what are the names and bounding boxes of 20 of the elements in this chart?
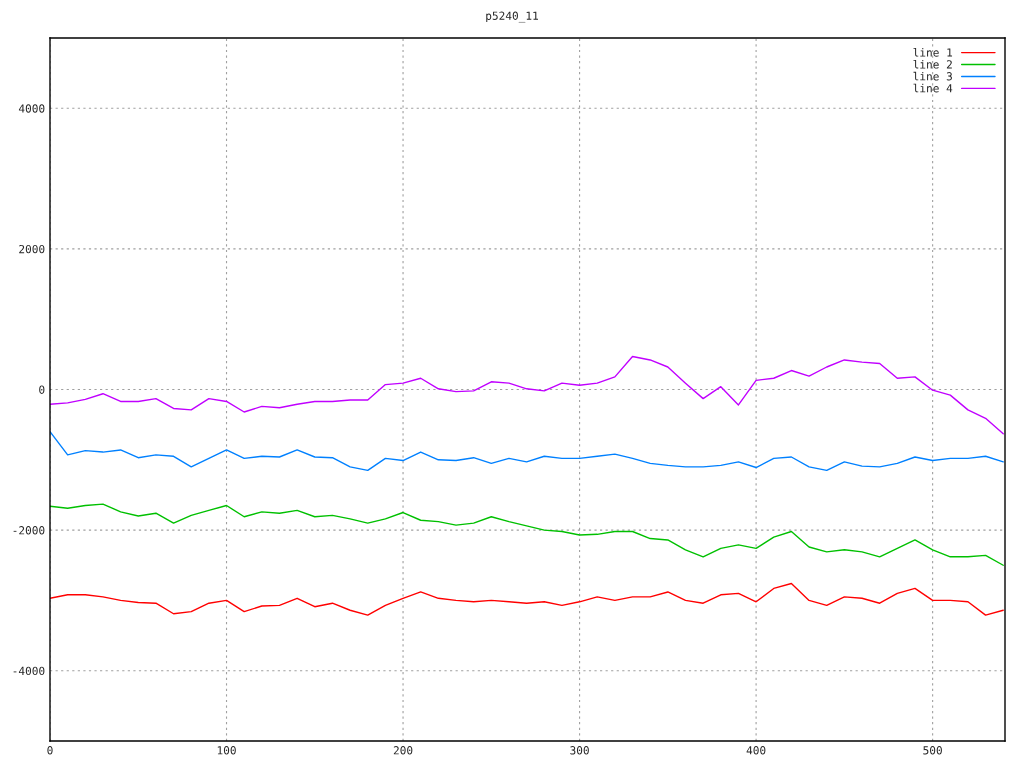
legend-label: line 2 (913, 59, 952, 69)
line-series (50, 430, 1004, 472)
x-tick-label: 500 (923, 746, 942, 755)
line-series (50, 582, 1004, 616)
line-series (50, 355, 1004, 435)
chart-title: p5240_11 (486, 11, 538, 23)
y-tick-label: -2000 (13, 526, 45, 535)
y-tick-label: 2000 (19, 244, 45, 254)
legend-label: line 3 (913, 71, 952, 81)
x-tick-label: 100 (217, 746, 236, 755)
x-tick-label: 200 (393, 746, 413, 755)
legend-label: line 4 (913, 83, 953, 93)
line-series (50, 503, 1004, 566)
x-tick-label: 0 (47, 746, 53, 755)
legend-label: line 1 (913, 48, 953, 57)
x-tick-label: 300 (570, 746, 589, 755)
y-tick-label: 0 (39, 385, 45, 394)
y-tick-label: 4000 (18, 104, 45, 113)
x-tick-label: 400 (746, 746, 766, 755)
y-tick-label: -4000 (13, 666, 45, 676)
